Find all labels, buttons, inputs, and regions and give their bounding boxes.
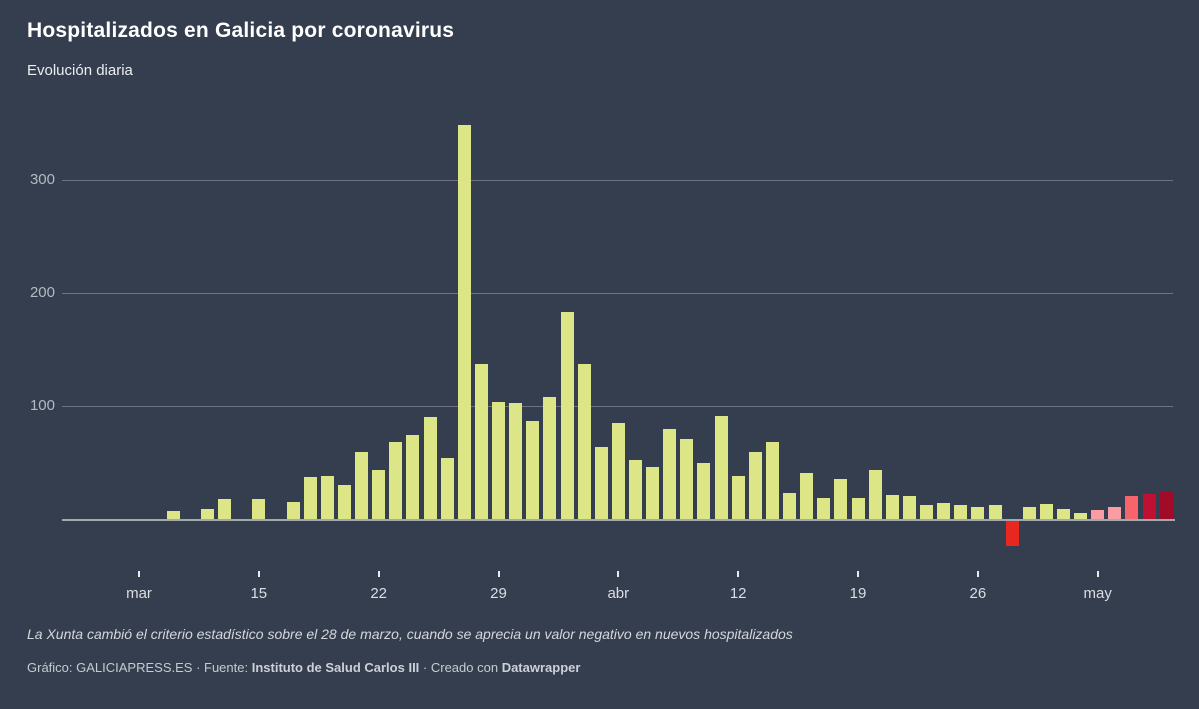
bar[interactable] — [902, 496, 916, 519]
bar[interactable] — [1125, 496, 1139, 519]
bar[interactable] — [509, 402, 523, 519]
x-axis-tick — [257, 571, 260, 577]
bar[interactable] — [355, 452, 368, 519]
x-axis-tick — [857, 571, 859, 577]
bar[interactable] — [920, 505, 933, 519]
x-axis-baseline — [62, 519, 1175, 521]
bar[interactable] — [868, 470, 882, 519]
bar[interactable] — [252, 498, 266, 519]
credit-creado-label: Creado con — [430, 660, 502, 675]
bar[interactable] — [218, 498, 232, 519]
bar[interactable] — [1091, 510, 1105, 519]
bar[interactable] — [560, 312, 574, 519]
credit-fuente-value: Instituto de Salud Carlos III — [251, 660, 420, 675]
bar[interactable] — [680, 438, 694, 519]
x-axis-tick — [617, 571, 620, 577]
credit-fuente-label: Fuente: — [204, 660, 252, 675]
bar[interactable] — [577, 364, 591, 519]
bar[interactable] — [166, 511, 180, 519]
y-axis-label: 100 — [29, 397, 55, 414]
bar[interactable] — [1142, 494, 1156, 519]
x-axis-tick-label: 12 — [729, 585, 747, 602]
x-axis-tick — [976, 571, 979, 577]
bar[interactable] — [646, 467, 660, 519]
x-axis-tick — [497, 571, 500, 577]
credit-tool: Datawrapper — [501, 660, 581, 675]
bar[interactable] — [611, 422, 625, 519]
credit-line: Gráfico: GALICIAPRESS.ES · Fuente: Insti… — [27, 660, 1177, 675]
bar[interactable] — [834, 479, 848, 519]
x-axis-tick — [737, 571, 740, 577]
bar[interactable] — [594, 446, 608, 519]
bar[interactable] — [372, 470, 386, 519]
x-axis-tick — [1096, 571, 1099, 577]
bar[interactable] — [1022, 506, 1036, 519]
x-axis-tick-label: mar — [126, 585, 152, 602]
bar[interactable] — [663, 428, 677, 519]
x-axis-tick-label: 22 — [370, 585, 388, 602]
x-axis-tick-label: may — [1083, 585, 1112, 602]
bar[interactable] — [697, 462, 711, 519]
gridline — [62, 406, 1173, 407]
bar[interactable] — [937, 503, 951, 519]
bar[interactable] — [423, 417, 437, 519]
bar[interactable] — [1039, 504, 1053, 519]
bar[interactable] — [731, 476, 745, 519]
bar[interactable] — [1057, 508, 1070, 519]
bar[interactable] — [1159, 490, 1173, 519]
bar[interactable] — [406, 435, 420, 519]
x-axis-tick-label: abr — [607, 585, 630, 602]
bar[interactable] — [303, 477, 317, 519]
bar[interactable] — [440, 458, 454, 519]
bar[interactable] — [885, 495, 899, 519]
y-axis-label: 300 — [29, 171, 55, 188]
bar[interactable] — [765, 442, 779, 519]
bar[interactable] — [800, 472, 814, 519]
bar[interactable] — [337, 485, 351, 519]
bar[interactable] — [629, 460, 642, 519]
bar[interactable] — [954, 505, 968, 519]
bar[interactable] — [543, 397, 557, 519]
bar[interactable] — [988, 505, 1002, 519]
bar[interactable] — [748, 452, 762, 519]
y-axis-label: 200 — [29, 284, 55, 301]
credit-separator-2: · — [419, 660, 431, 675]
bar[interactable] — [201, 508, 214, 519]
bar[interactable] — [1108, 506, 1122, 519]
bar[interactable] — [971, 506, 985, 519]
credit-grafico: Gráfico: GALICIAPRESS.ES — [27, 660, 193, 675]
bar[interactable] — [474, 364, 488, 519]
bar[interactable] — [817, 497, 831, 519]
bar[interactable] — [526, 420, 540, 519]
bar[interactable] — [457, 124, 471, 519]
bar[interactable] — [851, 497, 865, 519]
bar[interactable] — [320, 476, 334, 519]
bar[interactable] — [1074, 513, 1088, 519]
x-axis-tick-label: 15 — [250, 585, 268, 602]
x-axis-tick-label: 19 — [849, 585, 867, 602]
gridline — [62, 293, 1173, 294]
x-axis-tick — [138, 571, 140, 577]
x-axis-tick-label: 29 — [490, 585, 507, 602]
x-axis-tick — [377, 571, 380, 577]
bar[interactable] — [714, 416, 728, 519]
gridline — [62, 180, 1173, 181]
x-axis-tick-label: 26 — [969, 585, 987, 602]
chart-title: Hospitalizados en Galicia por coronaviru… — [27, 19, 455, 42]
bar[interactable] — [1005, 521, 1019, 546]
credit-separator-1: · — [192, 660, 205, 675]
bar[interactable] — [389, 442, 403, 519]
bar[interactable] — [783, 493, 796, 519]
bar[interactable] — [286, 502, 300, 519]
chart-subtitle: Evolución diaria — [27, 62, 133, 79]
bar[interactable] — [492, 401, 505, 519]
chart-footnote: La Xunta cambió el criterio estadístico … — [27, 626, 793, 642]
